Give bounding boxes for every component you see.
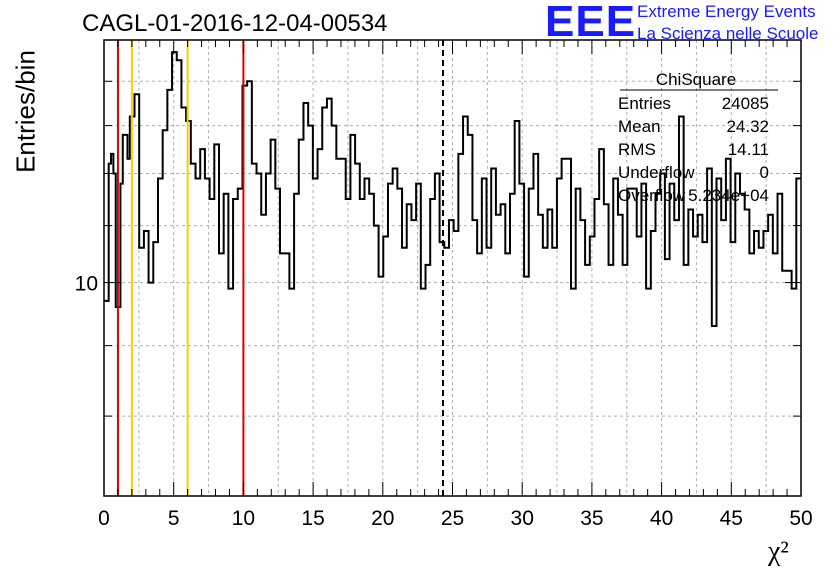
x-tick-label: 35 [580, 507, 603, 530]
stats-value: 0 [760, 163, 769, 182]
x-tick-label: 25 [441, 507, 464, 530]
cut-lines [116, 40, 445, 496]
stats-title: ChiSquare [656, 70, 736, 89]
stats-value: 24085 [722, 94, 769, 113]
stats-value: 14.11 [728, 140, 769, 159]
histogram-outline [104, 51, 801, 328]
stats-label: Entries [618, 94, 671, 113]
x-tick-label: 45 [720, 507, 743, 530]
stats-label: Underflow [618, 163, 695, 182]
y-tick-label: 10 [75, 273, 98, 296]
logo-line-1: Extreme Energy Events [637, 2, 816, 21]
x-tick-label: 0 [98, 507, 110, 530]
x-tick-label: 40 [650, 507, 673, 530]
stats-value: 24.32 [726, 117, 769, 136]
histogram-line [104, 51, 801, 328]
stats-value: 5.234e+04 [688, 186, 769, 205]
stats-label: RMS [618, 140, 656, 159]
stats-label: Mean [618, 117, 661, 136]
chart-title: CAGL-01-2016-12-04-00534 [82, 10, 388, 37]
logo-line-2: La Scienza nelle Scuole [637, 24, 819, 43]
x-axis-label: χ² [768, 536, 789, 567]
x-tick-label: 15 [301, 507, 324, 530]
stats-label: Overflow [618, 186, 686, 205]
grid-lines [104, 40, 801, 496]
x-tick-label: 10 [232, 507, 255, 530]
x-tick-label: 50 [789, 507, 812, 530]
x-tick-label: 5 [168, 507, 180, 530]
eee-logo: EEE [545, 0, 637, 46]
x-tick-label: 20 [371, 507, 394, 530]
stats-box: ChiSquare Entries 24085 Mean 24.32 RMS 14.11 Un… [618, 70, 778, 205]
x-tick-label: 30 [511, 507, 534, 530]
axis-ticks: 0 5 10 15 20 25 30 35 40 45 50 10 [75, 40, 813, 530]
